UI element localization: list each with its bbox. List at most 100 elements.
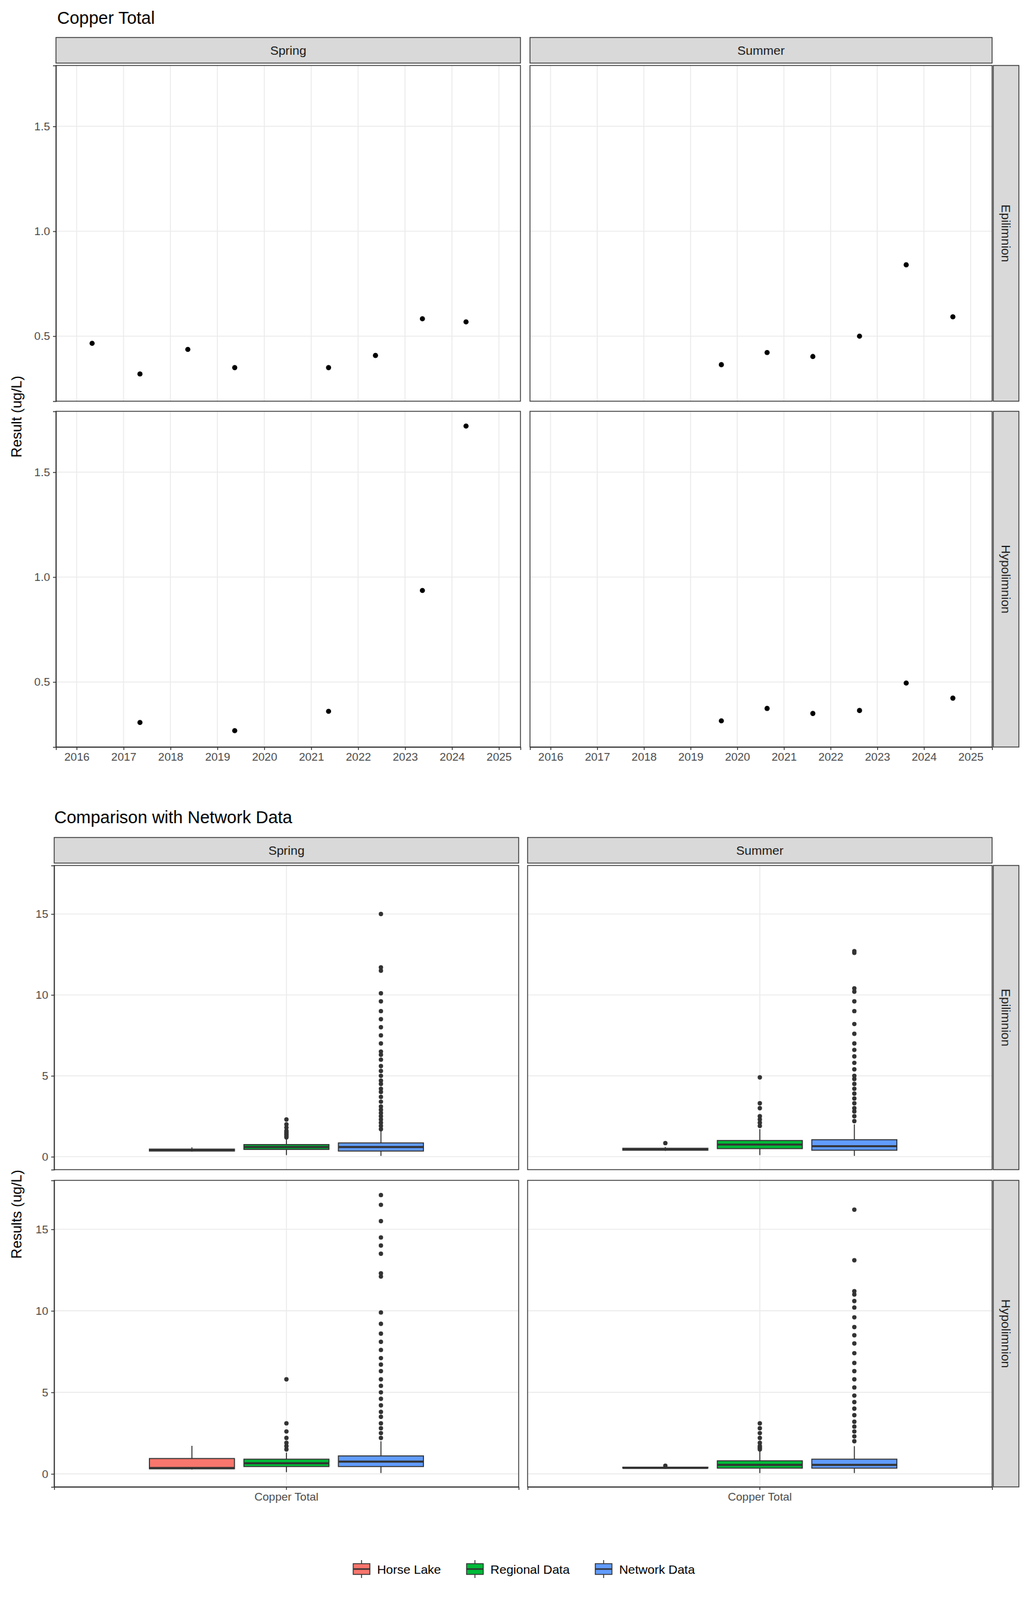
whisker [759,1129,761,1141]
y-axis-tick: 0.5 [34,329,56,343]
box [811,949,897,1157]
strip [55,37,521,64]
legend-swatch [595,1569,613,1571]
chart-title: Copper Total [57,8,155,28]
legend-swatch [353,1564,370,1576]
whisker [285,1467,288,1474]
marks [718,262,956,368]
point [419,588,426,594]
box-body [811,1459,897,1469]
panel-frame [529,411,993,748]
panel-frame [529,65,993,402]
x-axis-tick-mark [285,1487,287,1491]
outlier [852,1114,857,1119]
outlier [378,1415,383,1420]
grid-line [123,411,125,748]
panel: 0.51.01.5 [34,65,521,402]
outlier [852,1305,857,1311]
x-axis-tick: Copper Total [727,1487,792,1504]
outlier [378,965,383,971]
grid-line [529,335,993,338]
outlier [852,1101,857,1106]
x-axis-tick-mark [123,747,124,751]
x-axis: 2016201720182019202020212022202320242025 [530,747,993,764]
median [811,1145,897,1148]
outlier [378,1041,383,1046]
x-axis-tick-mark [357,747,359,751]
box [622,1464,709,1470]
grid-line [643,411,645,748]
x-axis-tick-mark [550,747,551,751]
outlier [852,1074,857,1079]
marks [149,912,424,1157]
outlier [378,1074,383,1079]
grid-line [876,411,878,748]
outlier [852,1400,857,1405]
panel-frame [54,865,519,1171]
outlier [378,1193,383,1198]
grid-line [55,335,521,338]
x-axis-tick-mark [499,747,500,751]
whisker [380,1131,382,1144]
grid-line [357,411,360,748]
x-axis-tick-label: Copper Total [727,1491,792,1504]
grid-line [783,65,785,402]
y-axis: 0.51.01.5 [34,66,57,402]
y-axis: 0.51.01.5 [34,412,57,748]
background [0,0,1029,1600]
x-axis-tick-mark [310,747,312,751]
x-axis-tick: 2023 [865,747,891,764]
outlier [378,1403,383,1408]
outlier [757,1426,762,1431]
outlier [852,1119,857,1124]
outlier [378,1397,383,1402]
whisker [853,1447,856,1461]
outlier [378,1079,383,1084]
legend: Horse LakeRegional DataNetwork Data [353,1560,695,1579]
x-axis-line [528,1488,993,1492]
outlier [852,1096,857,1102]
y-axis-tick-label: 1.0 [34,225,51,238]
outlier [852,1067,857,1072]
grid-line [783,411,785,748]
grid-line [404,65,406,402]
y-axis-line [51,866,55,1171]
outlier [757,1114,762,1119]
point [463,423,469,429]
strip [993,865,1019,1171]
x-axis-tick-mark [76,747,77,751]
y-axis-line [52,412,57,748]
outlier [852,1106,857,1111]
y-axis-tick-mark [51,1076,55,1077]
x-axis-tick: 2019 [204,747,230,764]
y-axis: 051015 [35,866,55,1171]
median [622,1148,709,1151]
outlier [378,1363,383,1368]
grid-line [736,65,738,402]
x-axis: 2016201720182019202020212022202320242025 [56,747,522,764]
x-axis-tick-label: 2020 [251,750,277,764]
outlier [757,1441,762,1446]
y-axis-tick-label: 5 [41,1386,49,1400]
outlier [852,1434,857,1439]
grid-line [76,65,78,402]
outlier [378,1377,383,1383]
panel-background [529,411,993,748]
x-axis-tick-label: 2018 [631,750,657,764]
grid-line [263,411,265,748]
y-axis-tick: 10 [35,1305,55,1318]
panel: 2016201720182019202020212022202320242025 [529,411,993,764]
chart-scatter: Copper TotalResult (ug/L)SpringSummerEpi… [8,8,1019,764]
strip-label: Summer [736,843,784,858]
grid-line [529,577,993,579]
x-axis-tick-label: 2024 [911,750,938,764]
marks [622,1208,897,1474]
grid-line [451,411,453,748]
y-axis-tick-label: 10 [35,989,49,1002]
x-axis-tick: 2018 [631,747,657,764]
x-axis-tick-label: Copper Total [254,1491,318,1504]
outlier [757,1101,762,1106]
outlier [852,1377,857,1383]
outlier [378,1086,383,1091]
x-axis-tick-label: 2020 [724,750,750,764]
